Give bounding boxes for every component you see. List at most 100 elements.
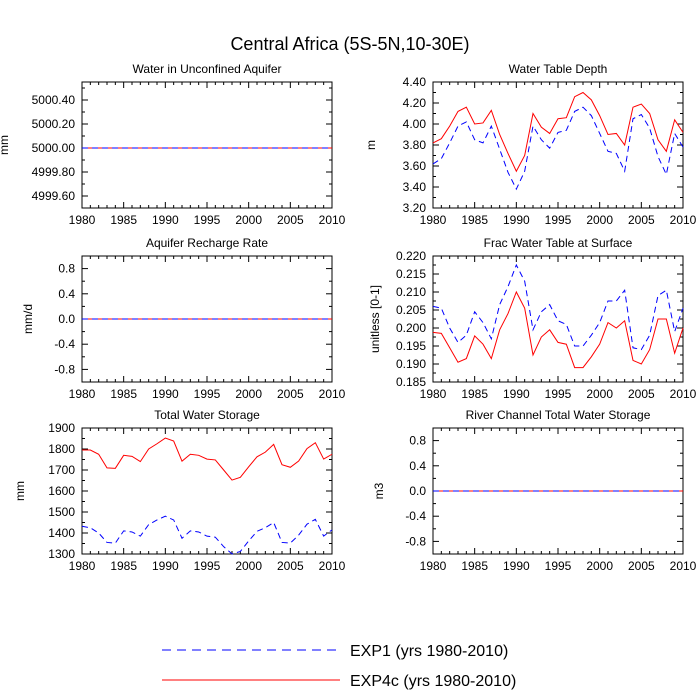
y-tick-label: -0.8: [54, 362, 75, 376]
plot-frame: [432, 255, 684, 383]
chart-panels: Water in Unconfined Aquifer mm 1980 1985 199…: [0, 62, 697, 573]
y-tick-label: 3.60: [403, 159, 427, 173]
series-line-exp1: [432, 106, 684, 191]
x-tick-label: 1995: [545, 387, 572, 401]
x-tick-label: 1990: [152, 559, 179, 573]
y-tick-label: -0.4: [405, 509, 426, 523]
x-tick-label: 1985: [110, 213, 137, 227]
x-tick-label: 1980: [69, 213, 96, 227]
y-tick-label: 1800: [48, 442, 75, 456]
x-tick-label: 1985: [461, 213, 488, 227]
legend: EXP1 (yrs 1980-2010) EXP4c (yrs 1980-201…: [162, 643, 516, 690]
x-tick-label: 2010: [319, 213, 346, 227]
y-tick-label: 4.00: [403, 117, 427, 131]
y-tick-label: 0.4: [409, 459, 426, 473]
figure-title: Central Africa (5S-5N,10-30E): [230, 34, 469, 54]
series-line-exp4c: [82, 437, 333, 481]
y-tick-label: 0.0: [409, 484, 426, 498]
series-line-exp1: [81, 515, 333, 555]
y-tick-label: 0.195: [396, 339, 426, 353]
y-tick-label: 0.8: [58, 262, 75, 276]
x-tick-label: 1985: [461, 559, 488, 573]
panel-title: Aquifer Recharge Rate: [146, 236, 268, 250]
x-tick-label: 2005: [277, 559, 304, 573]
y-tick-label: 4.20: [403, 96, 427, 110]
y-tick-label: 3.20: [403, 201, 427, 215]
y-tick-label: 5000.20: [32, 117, 76, 131]
x-tick-label: 1995: [194, 559, 221, 573]
y-tick-label: 0.190: [396, 357, 426, 371]
x-tick-label: 2010: [670, 213, 697, 227]
y-axis-label: mm: [0, 135, 11, 155]
x-tick-label: 1980: [69, 559, 96, 573]
y-tick-label: 4.40: [403, 75, 427, 89]
legend-label-exp1: EXP1 (yrs 1980-2010): [350, 643, 508, 660]
legend-label-exp4c: EXP4c (yrs 1980-2010): [350, 673, 516, 690]
series-line-exp4c: [432, 91, 684, 173]
x-tick-label: 1990: [503, 387, 530, 401]
panel-title: Total Water Storage: [154, 408, 260, 422]
panel-title: Frac Water Table at Surface: [484, 236, 633, 250]
x-tick-label: 1995: [194, 213, 221, 227]
y-tick-label: 0.8: [409, 434, 426, 448]
y-tick-label: 4999.60: [32, 189, 76, 203]
y-axis-label: m: [364, 140, 378, 150]
y-tick-label: 1700: [48, 463, 75, 477]
legend-item-exp4c: EXP4c (yrs 1980-2010): [162, 673, 516, 690]
x-tick-label: 2010: [319, 559, 346, 573]
panel-title: Water Table Depth: [509, 62, 608, 76]
plot-frame: [81, 427, 333, 555]
y-tick-label: 5000.00: [32, 141, 76, 155]
y-tick-label: 1400: [48, 526, 75, 540]
x-tick-label: 1985: [110, 387, 137, 401]
chart-panel-water-table-depth: Water Table Depth m 1980 1985 1990 1995 2000 20…: [364, 62, 697, 227]
y-tick-label: 0.4: [58, 287, 75, 301]
x-tick-label: 2005: [628, 559, 655, 573]
y-tick-label: -0.8: [405, 534, 426, 548]
chart-panel-water-in-unconfined-aquifer: Water in Unconfined Aquifer mm 1980 1985 199…: [0, 62, 346, 227]
x-tick-label: 1980: [420, 559, 447, 573]
y-tick-label: -0.4: [54, 337, 75, 351]
y-tick-label: 0.215: [396, 267, 426, 281]
x-tick-label: 1980: [420, 213, 447, 227]
x-tick-label: 2010: [670, 387, 697, 401]
x-tick-label: 1980: [420, 387, 447, 401]
x-tick-label: 2000: [235, 559, 262, 573]
x-tick-label: 2010: [319, 387, 346, 401]
x-tick-label: 1990: [152, 387, 179, 401]
chart-panel-frac-water-table-at-surface: Frac Water Table at Surface unitless [0-1…: [368, 236, 697, 401]
x-tick-label: 1990: [503, 559, 530, 573]
y-tick-label: 0.0: [58, 312, 75, 326]
chart-panel-river-channel-total-water-storage: River Channel Total Water Storage m3 1980 1…: [372, 408, 697, 573]
x-tick-label: 1990: [503, 213, 530, 227]
y-tick-label: 1900: [48, 421, 75, 435]
y-tick-label: 0.210: [396, 285, 426, 299]
chart-panel-total-water-storage: Total Water Storage mm 1980 1985 1990 1995 200…: [13, 408, 346, 573]
x-tick-label: 1985: [461, 387, 488, 401]
y-tick-label: 1300: [48, 547, 75, 561]
x-tick-label: 1995: [194, 387, 221, 401]
x-tick-label: 2010: [670, 559, 697, 573]
x-tick-label: 2005: [628, 213, 655, 227]
y-axis-label: mm: [13, 481, 27, 501]
y-tick-label: 3.40: [403, 180, 427, 194]
x-tick-label: 2000: [235, 213, 262, 227]
y-tick-label: 0.205: [396, 303, 426, 317]
plot-frame: [432, 81, 684, 209]
panel-title: Water in Unconfined Aquifer: [133, 62, 282, 76]
y-axis-label: unitless [0-1]: [368, 285, 382, 353]
y-tick-label: 0.185: [396, 375, 426, 389]
x-tick-label: 2000: [235, 387, 262, 401]
x-tick-label: 1980: [69, 387, 96, 401]
x-tick-label: 2005: [628, 387, 655, 401]
x-tick-label: 2000: [586, 213, 613, 227]
x-tick-label: 1985: [110, 559, 137, 573]
y-tick-label: 0.200: [396, 321, 426, 335]
x-tick-label: 2005: [277, 213, 304, 227]
x-tick-label: 1995: [545, 213, 572, 227]
y-tick-label: 1600: [48, 484, 75, 498]
x-tick-label: 1990: [152, 213, 179, 227]
x-tick-label: 1995: [545, 559, 572, 573]
chart-panel-aquifer-recharge-rate: Aquifer Recharge Rate mm/d 1980 1985 1990 199…: [21, 236, 346, 401]
